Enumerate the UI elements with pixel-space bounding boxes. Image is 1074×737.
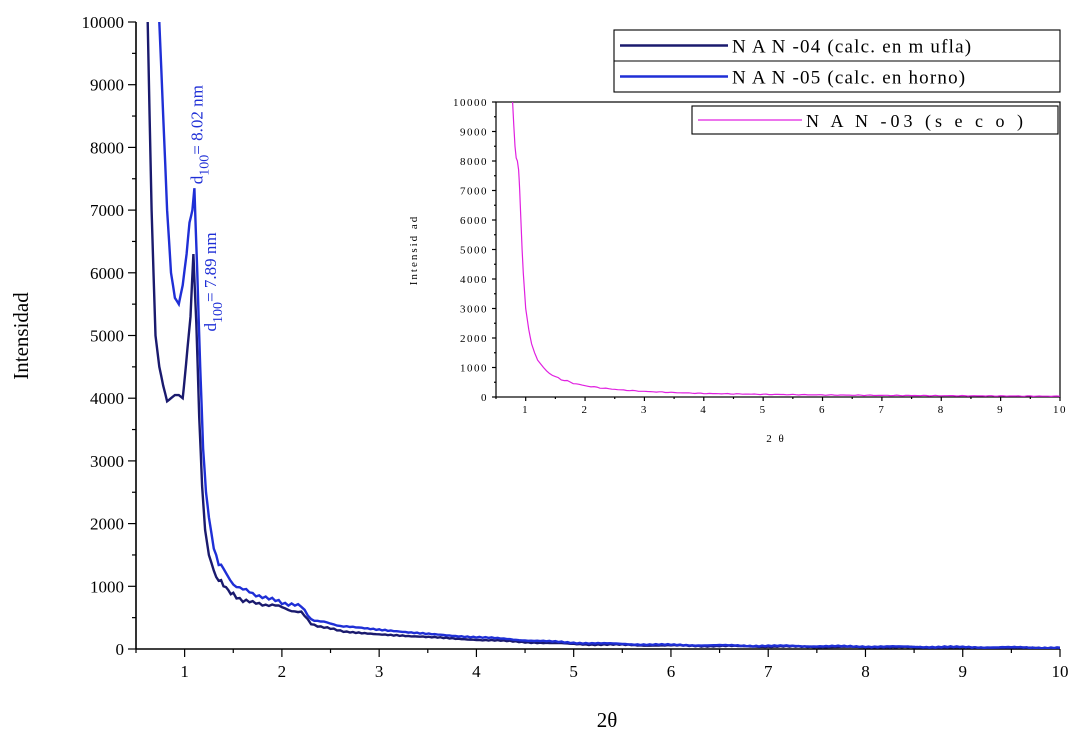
main-x-tick-label: 3 xyxy=(375,662,384,681)
inset-x-tick-label: 10 xyxy=(1053,404,1067,416)
main-y-tick-label: 5000 xyxy=(90,327,124,346)
inset-y-tick-label: 9000 xyxy=(460,127,488,139)
inset-y-tick-label: 8000 xyxy=(460,156,488,168)
inset-series-line-0 xyxy=(512,102,1060,397)
inset-y-tick-label: 5000 xyxy=(460,245,488,257)
inset-y-tick-label: 7000 xyxy=(460,186,488,198)
inset-y-tick-label: 1000 xyxy=(460,363,488,375)
main-legend-label-1: N A N -05 (calc. en horno) xyxy=(732,68,966,89)
main-x-tick-label: 5 xyxy=(569,662,578,681)
inset-x-tick-label: 9 xyxy=(997,404,1004,416)
inset-x-tick-label: 1 xyxy=(522,404,529,416)
main-y-tick-label: 0 xyxy=(116,640,125,659)
main-series-line-1 xyxy=(158,22,1060,649)
inset-y-tick-label: 6000 xyxy=(460,215,488,227)
main-x-tick-label: 9 xyxy=(958,662,967,681)
inset-plot-frame xyxy=(495,101,1061,398)
inset-x-tick-label: 4 xyxy=(700,404,707,416)
inset-x-tick-label: 2 xyxy=(582,404,589,416)
main-y-tick-label: 4000 xyxy=(90,389,124,408)
main-x-tick-label: 1 xyxy=(180,662,189,681)
inset-x-tick-label: 8 xyxy=(938,404,945,416)
inset-y-tick-label: 2000 xyxy=(460,333,488,345)
main-x-tick-label: 7 xyxy=(764,662,773,681)
inset-x-tick-label: 3 xyxy=(641,404,648,416)
main-y-tick-label: 2000 xyxy=(90,515,124,534)
main-x-tick-label: 4 xyxy=(472,662,481,681)
inset-y-tick-label: 0 xyxy=(481,392,488,404)
main-y-tick-label: 7000 xyxy=(90,201,124,220)
inset-legend-label-0: N A N -03 (s e c o ) xyxy=(806,111,1027,132)
main-x-tick-label: 10 xyxy=(1052,662,1069,681)
inset-x-axis-title: 2 θ xyxy=(766,433,786,445)
main-x-tick-label: 2 xyxy=(278,662,287,681)
inset-y-tick-label: 10000 xyxy=(453,97,488,109)
inset-plot-group: 0 1000 2000 3000 4000 5000 6000 7000 8000 9000 100… xyxy=(453,97,1067,416)
inset-y-tick-label: 3000 xyxy=(460,304,488,316)
inset-x-tick-label: 7 xyxy=(878,404,885,416)
main-y-tick-label: 6000 xyxy=(90,264,124,283)
inset-y-tick-label: 4000 xyxy=(460,274,488,286)
annotation-d100-1: d100= 7.89 nm xyxy=(201,232,226,331)
y-axis-title: Intensidad xyxy=(9,292,33,380)
inset-y-axis-title: Intensid ad xyxy=(408,215,420,286)
main-y-tick-label: 8000 xyxy=(90,138,124,157)
main-plot-group: 0100020003000400050006000700080009000100… xyxy=(82,13,1069,681)
main-y-tick-label: 3000 xyxy=(90,452,124,471)
x-axis-title: 2θ xyxy=(597,708,618,732)
main-x-tick-label: 6 xyxy=(667,662,676,681)
main-y-tick-label: 1000 xyxy=(90,577,124,596)
main-legend-label-0: N A N -04 (calc. en m ufla) xyxy=(732,37,972,58)
main-x-tick-label: 8 xyxy=(861,662,870,681)
inset-x-tick-label: 5 xyxy=(760,404,767,416)
annotation-d100-0: d100= 8.02 nm xyxy=(187,85,212,184)
inset-x-tick-label: 6 xyxy=(819,404,826,416)
main-y-tick-label: 10000 xyxy=(82,13,125,32)
main-y-tick-label: 9000 xyxy=(90,76,124,95)
